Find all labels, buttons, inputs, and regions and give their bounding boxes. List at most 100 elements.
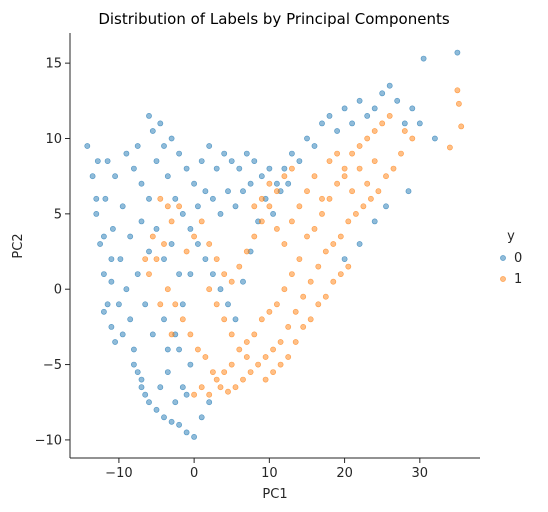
series-1	[142, 87, 465, 398]
y-axis: −10 −5 0 5 10 15	[35, 33, 71, 458]
scatter-point-0	[168, 241, 175, 247]
scatter-point-0	[202, 256, 209, 262]
scatter-point-0	[221, 150, 228, 157]
scatter-point-0	[123, 150, 130, 157]
scatter-point-1	[349, 150, 355, 157]
scatter-point-0	[168, 135, 175, 142]
scatter-point-1	[288, 165, 295, 172]
scatter-point-1	[322, 293, 329, 300]
scatter-point-1	[198, 218, 205, 225]
scatter-point-1	[236, 346, 243, 353]
scatter-point-0	[206, 399, 213, 406]
scatter-point-1	[228, 278, 235, 285]
scatter-point-1	[213, 376, 220, 383]
scatter-point-0	[405, 188, 412, 195]
scatter-point-0	[176, 346, 182, 353]
scatter-point-0	[194, 241, 201, 247]
scatter-point-0	[108, 278, 115, 285]
scatter-point-0	[127, 316, 134, 323]
scatter-point-1	[367, 195, 374, 202]
scatter-point-0	[164, 173, 171, 180]
scatter-point-1	[266, 203, 273, 210]
scatter-point-1	[266, 308, 273, 315]
scatter-point-0	[164, 369, 171, 375]
scatter-point-1	[401, 128, 408, 134]
scatter-point-1	[277, 339, 284, 345]
scatter-point-1	[258, 316, 265, 323]
scatter-point-1	[455, 100, 462, 107]
scatter-point-1	[213, 301, 220, 308]
scatter-point-1	[243, 339, 250, 345]
x-tick-label: 20	[336, 466, 353, 481]
scatter-point-0	[142, 301, 149, 308]
scatter-point-1	[356, 165, 363, 172]
x-tick-label: 10	[261, 466, 278, 481]
scatter-point-1	[273, 188, 280, 195]
scatter-point-1	[266, 180, 273, 187]
scatter-point-0	[273, 180, 280, 187]
scatter-point-1	[364, 180, 371, 187]
scatter-point-0	[356, 97, 363, 104]
scatter-point-1	[255, 361, 261, 368]
scatter-point-0	[183, 391, 190, 398]
scatter-point-1	[292, 308, 299, 315]
scatter-point-1	[341, 173, 348, 180]
scatter-point-0	[93, 195, 100, 202]
scatter-point-1	[243, 248, 250, 255]
scatter-point-0	[383, 203, 389, 210]
scatter-point-1	[213, 256, 220, 262]
scatter-point-0	[281, 165, 288, 172]
scatter-point-0	[198, 158, 205, 164]
scatter-point-1	[142, 256, 149, 262]
scatter-point-0	[153, 225, 160, 232]
scatter-point-1	[258, 218, 265, 225]
scatter-point-0	[341, 105, 348, 112]
scatter-point-1	[164, 286, 171, 293]
legend-label-0: 0	[514, 251, 522, 266]
y-tick-label: −10	[35, 433, 62, 448]
scatter-point-0	[401, 120, 408, 127]
scatter-point-0	[213, 165, 220, 172]
scatter-point-1	[270, 346, 276, 353]
scatter-point-0	[119, 331, 126, 338]
scatter-point-1	[187, 331, 194, 338]
scatter-point-1	[221, 271, 228, 277]
scatter-point-0	[176, 271, 182, 277]
scatter-point-1	[304, 188, 310, 195]
scatter-point-1	[454, 87, 461, 94]
scatter-point-1	[364, 135, 371, 142]
scatter-point-1	[172, 301, 179, 308]
points-layer	[84, 49, 465, 440]
scatter-point-0	[191, 433, 197, 440]
scatter-point-0	[356, 241, 363, 247]
scatter-point-0	[270, 210, 276, 217]
scatter-point-0	[176, 421, 182, 428]
x-tick-label: 30	[412, 466, 429, 481]
scatter-point-0	[236, 165, 243, 172]
scatter-point-0	[183, 165, 190, 172]
scatter-point-1	[176, 203, 182, 210]
scatter-point-0	[134, 369, 141, 375]
scatter-point-1	[149, 233, 156, 240]
scatter-point-1	[236, 263, 243, 270]
scatter-point-1	[285, 323, 292, 330]
scatter-point-1	[288, 271, 295, 277]
scatter-point-1	[300, 323, 307, 330]
scatter-point-0	[191, 180, 197, 187]
series-0	[84, 49, 461, 440]
scatter-point-1	[270, 369, 276, 375]
scatter-point-1	[398, 150, 404, 157]
scatter-point-0	[146, 113, 152, 119]
scatter-point-0	[127, 233, 134, 240]
y-tick-label: 10	[45, 132, 62, 147]
scatter-point-0	[285, 180, 292, 187]
scatter-point-1	[225, 388, 231, 395]
scatter-point-0	[138, 218, 145, 225]
legend-marker-0	[500, 255, 506, 261]
scatter-point-1	[326, 195, 333, 202]
scatter-point-1	[371, 158, 378, 164]
scatter-point-0	[187, 271, 194, 277]
scatter-point-1	[386, 113, 393, 119]
scatter-point-0	[130, 346, 137, 353]
scatter-point-1	[202, 354, 209, 360]
